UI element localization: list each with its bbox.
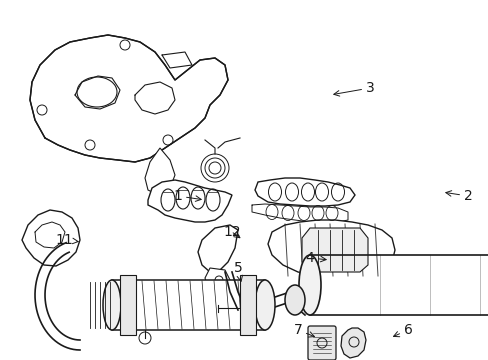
- Text: 2: 2: [445, 189, 471, 203]
- Ellipse shape: [254, 280, 274, 330]
- Text: 1: 1: [173, 189, 201, 203]
- Polygon shape: [204, 268, 229, 292]
- Polygon shape: [340, 328, 365, 358]
- Text: 6: 6: [393, 323, 411, 337]
- FancyBboxPatch shape: [307, 326, 335, 360]
- Text: 9: 9: [0, 359, 1, 360]
- Ellipse shape: [298, 255, 320, 315]
- Ellipse shape: [103, 280, 121, 330]
- Text: 10: 10: [0, 359, 1, 360]
- Bar: [309, 255, 488, 315]
- Text: 4: 4: [305, 251, 325, 265]
- Bar: [112, 280, 264, 330]
- Polygon shape: [267, 220, 394, 278]
- Text: 8: 8: [0, 359, 1, 360]
- Text: 3: 3: [333, 81, 374, 96]
- Polygon shape: [30, 35, 227, 162]
- Polygon shape: [198, 225, 238, 272]
- Text: 11: 11: [55, 233, 78, 247]
- Polygon shape: [148, 180, 231, 222]
- Text: 7: 7: [293, 323, 314, 337]
- Text: 12: 12: [223, 225, 240, 239]
- Polygon shape: [145, 148, 175, 195]
- Ellipse shape: [285, 285, 305, 315]
- Polygon shape: [302, 228, 367, 272]
- Polygon shape: [254, 178, 354, 206]
- Bar: [240, 275, 256, 335]
- Polygon shape: [22, 210, 80, 266]
- Bar: [120, 275, 136, 335]
- Text: 5: 5: [233, 261, 242, 281]
